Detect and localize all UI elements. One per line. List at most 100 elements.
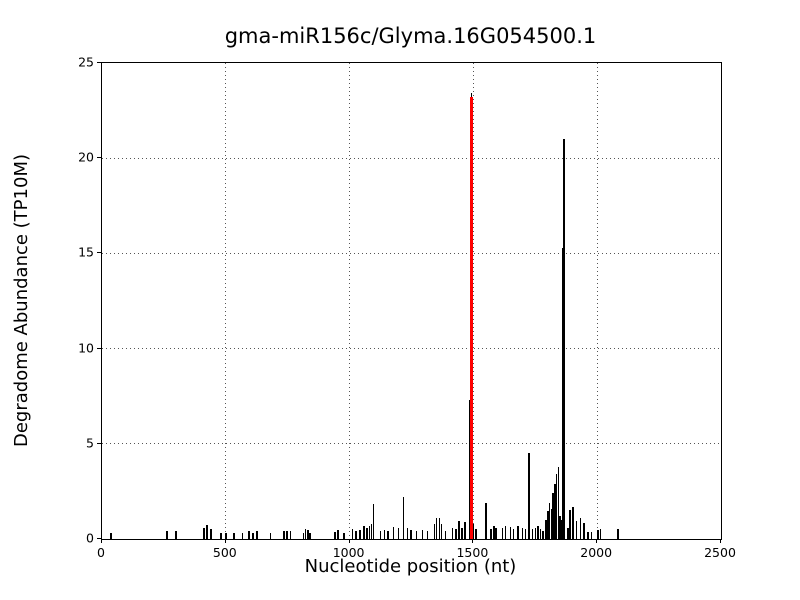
x-axis-label: Nucleotide position (nt) [304, 556, 517, 577]
degradome-bar [269, 533, 272, 539]
degradome-bar [392, 526, 395, 539]
degradome-bar [440, 523, 443, 539]
degradome-bar [383, 530, 386, 539]
degradome-bar [166, 531, 168, 539]
degradome-bar [512, 529, 515, 539]
degradome-bar [545, 519, 547, 539]
degradome-bar [562, 247, 564, 539]
degradome-bar [174, 531, 177, 539]
degradome-bar [232, 533, 235, 539]
degradome-bar [472, 523, 475, 539]
x-tick-mark [224, 539, 226, 543]
gridline-vertical [225, 63, 227, 539]
gridline-horizontal [102, 252, 721, 254]
x-tick-mark [101, 539, 102, 543]
x-tick-label: 0 [97, 545, 105, 560]
degradome-bar [490, 529, 492, 539]
degradome-bar [359, 530, 362, 539]
gridline-horizontal [102, 348, 721, 350]
degradome-bar [509, 526, 512, 539]
plot-area [101, 62, 722, 540]
y-tick-mark [97, 62, 101, 63]
degradome-bar [351, 529, 354, 539]
degradome-bar [552, 493, 554, 539]
degradome-bar [241, 533, 244, 539]
x-tick-label: 1000 [332, 545, 365, 560]
cleavage-site-marker [469, 97, 473, 539]
gridline-vertical [349, 63, 351, 539]
degradome-bar [557, 466, 560, 539]
degradome-bar [493, 525, 495, 539]
y-tick-label: 5 [86, 435, 94, 451]
degradome-bar [421, 530, 424, 539]
degradome-bar [337, 530, 339, 539]
degradome-bar [569, 510, 571, 539]
degradome-bar [583, 522, 585, 539]
degradome-bar [550, 508, 553, 539]
gridline-horizontal [102, 157, 721, 159]
y-axis-label: Degradome Abundance (TP10M) [10, 153, 32, 447]
degradome-bar [220, 533, 222, 539]
degradome-bar [542, 531, 544, 539]
degradome-bar [210, 529, 212, 539]
degradome-bar [457, 520, 460, 539]
degradome-bar [475, 528, 477, 539]
degradome-bar [205, 524, 208, 539]
degradome-bar [537, 525, 539, 539]
degradome-bar [504, 525, 507, 539]
degradome-bar [368, 525, 371, 539]
degradome-bar [590, 532, 593, 539]
degradome-bar [599, 529, 602, 539]
degradome-bar [426, 531, 429, 539]
degradome-bar [438, 518, 441, 539]
degradome-bar [455, 529, 457, 539]
degradome-bar [521, 527, 524, 539]
degradome-bar [202, 527, 205, 539]
degradome-bar [248, 531, 250, 539]
y-tick-mark [97, 538, 101, 539]
degradome-bar [444, 531, 447, 539]
degradome-bar [304, 528, 307, 539]
degradome-bar [528, 453, 530, 539]
degradome-bar [566, 527, 569, 539]
degradome-bar [255, 531, 258, 539]
degradome-bar [575, 520, 578, 539]
x-tick-mark [472, 539, 474, 543]
x-tick-label: 1500 [456, 545, 489, 560]
degradome-bar [402, 497, 405, 539]
degradome-bar [554, 483, 556, 539]
degradome-bar [343, 533, 345, 539]
degradome-bar [433, 523, 436, 539]
degradome-bar [501, 527, 504, 539]
y-tick-label: 0 [86, 530, 94, 546]
x-tick-label: 500 [212, 545, 237, 560]
x-tick-mark [720, 539, 721, 543]
degradome-bar [406, 527, 409, 539]
degradome-bar [435, 518, 438, 539]
y-axis-label-container: Degradome Abundance (TP10M) [8, 62, 34, 538]
degradome-bar [309, 533, 312, 539]
degradome-bar [110, 533, 112, 539]
degradome-bar [548, 502, 551, 539]
degradome-bar [354, 531, 357, 539]
y-tick-mark [97, 252, 101, 254]
degradome-bar [547, 511, 549, 539]
degradome-bar [397, 527, 400, 539]
degradome-bar [517, 525, 519, 539]
degradome-bar [251, 533, 254, 539]
y-tick-mark [97, 347, 101, 349]
degradome-bar [572, 506, 574, 539]
degradome-bar [579, 518, 582, 539]
x-tick-mark [596, 539, 598, 543]
y-tick-label: 20 [78, 149, 94, 165]
degradome-bar [464, 521, 467, 539]
degradome-bar [302, 533, 305, 539]
degradome-bar [307, 530, 309, 539]
degradome-bar [555, 474, 558, 539]
degradome-bar [617, 528, 619, 539]
degradome-bar [468, 400, 471, 539]
degradome-bar [372, 503, 375, 539]
degradome-bar [410, 530, 412, 539]
degradome-bar [485, 502, 487, 539]
